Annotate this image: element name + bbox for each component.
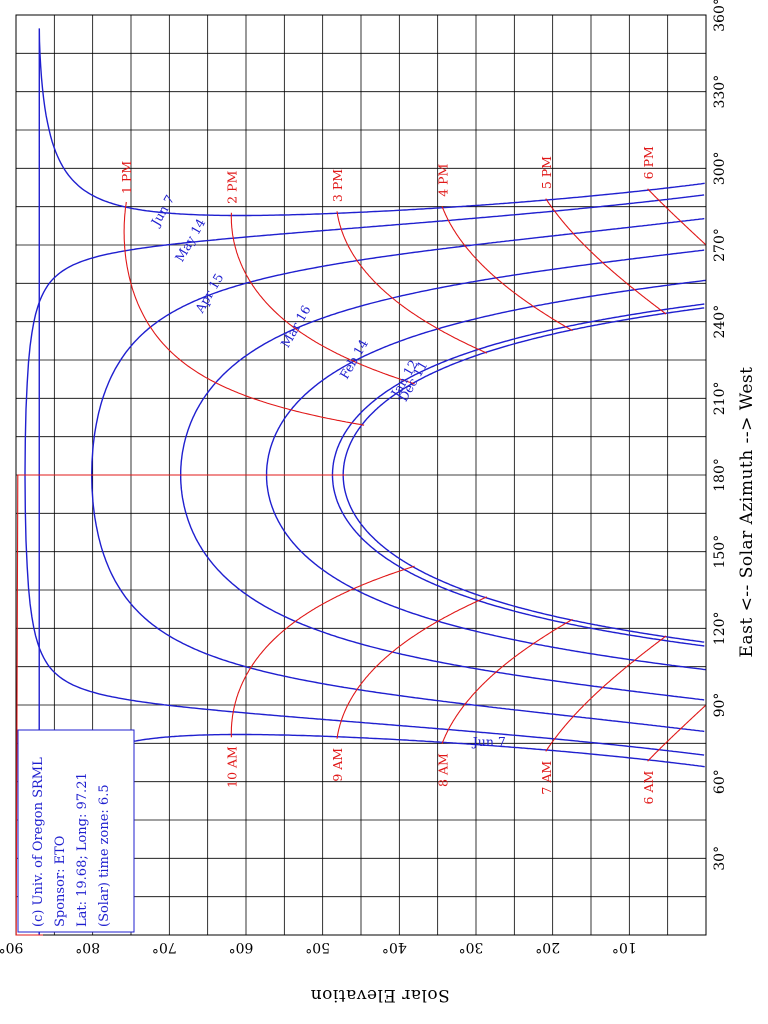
date-label: Apr 15 <box>191 271 226 317</box>
elevation-tick-label: 50° <box>305 939 330 955</box>
hour-curve <box>545 635 667 752</box>
elevation-tick-label: 60° <box>229 939 254 955</box>
azimuth-tick-label: 240° <box>712 305 728 339</box>
hour-curve <box>15 474 346 936</box>
info-line-4: (Solar) time zone: 6.5 <box>97 784 112 927</box>
hour-curve <box>230 212 415 385</box>
elevation-tick-label: 70° <box>152 939 177 955</box>
elevation-tick-label: 40° <box>382 939 407 955</box>
hour-curve <box>336 211 488 354</box>
azimuth-tick-label: 210° <box>712 381 728 415</box>
date-label-am: Jun 7 <box>471 734 506 749</box>
hour-curve <box>647 705 706 762</box>
info-box: (c) Univ. of Oregon SRML Sponsor: ETO La… <box>17 729 135 933</box>
azimuth-tick-label: 360° <box>712 0 728 32</box>
hour-label: 1 PM <box>119 161 134 194</box>
azimuth-tick-label: 180° <box>712 458 728 492</box>
hour-label: 9 AM <box>330 748 345 782</box>
info-line-2: Sponsor: ETO <box>53 836 68 927</box>
date-label: Feb 14 <box>336 337 371 382</box>
azimuth-tick-label: 60° <box>712 769 728 794</box>
hour-curve <box>647 188 706 245</box>
elevation-tick-label: 80° <box>75 939 100 955</box>
hour-label: 10 AM <box>224 746 239 788</box>
elevation-tick-label: 10° <box>612 939 637 955</box>
info-line-1: (c) Univ. of Oregon SRML <box>31 757 46 927</box>
hour-curve <box>123 201 365 426</box>
azimuth-tick-label: 90° <box>712 693 728 718</box>
hour-curves <box>15 188 706 936</box>
hour-label: 8 AM <box>435 753 450 787</box>
date-label: Mar 16 <box>277 303 313 350</box>
hour-label: 2 PM <box>224 171 239 204</box>
hour-curve <box>230 565 415 738</box>
azimuth-tick-label: 270° <box>712 228 728 262</box>
hour-label: 6 PM <box>641 146 656 179</box>
elevation-tick-label: 20° <box>535 939 560 955</box>
elevation-tick-label: 30° <box>459 939 484 955</box>
azimuth-tick-label: 150° <box>712 535 728 569</box>
hour-label: 5 PM <box>539 156 554 189</box>
hour-label: 4 PM <box>435 163 450 196</box>
azimuth-tick-label: 330° <box>712 75 728 109</box>
info-line-3: Lat: 19.68; Long: 97.21 <box>75 772 90 927</box>
hour-curve <box>545 198 667 315</box>
hour-curve <box>336 596 488 739</box>
azimuth-tick-label: 120° <box>712 611 728 645</box>
azimuth-tick-label: 30° <box>712 846 728 871</box>
azimuth-axis-title: East <-- Solar Azimuth --> West <box>737 367 757 658</box>
date-label: May 14 <box>172 216 209 264</box>
hour-label: 6 AM <box>641 770 656 804</box>
axis-ticks: 30° 60° 90° 120° 150° 180° 210° 240° 270° 300° 330… <box>0 0 728 955</box>
date-curve <box>38 28 705 936</box>
azimuth-tick-label: 300° <box>712 151 728 185</box>
elevation-tick-label: 90° <box>0 939 23 955</box>
hour-curve <box>441 618 573 745</box>
hour-label: 7 AM <box>539 761 554 795</box>
hour-label: 3 PM <box>330 169 345 202</box>
elevation-axis-title: Solar Elevation <box>310 985 450 1005</box>
hour-curve <box>441 205 573 332</box>
